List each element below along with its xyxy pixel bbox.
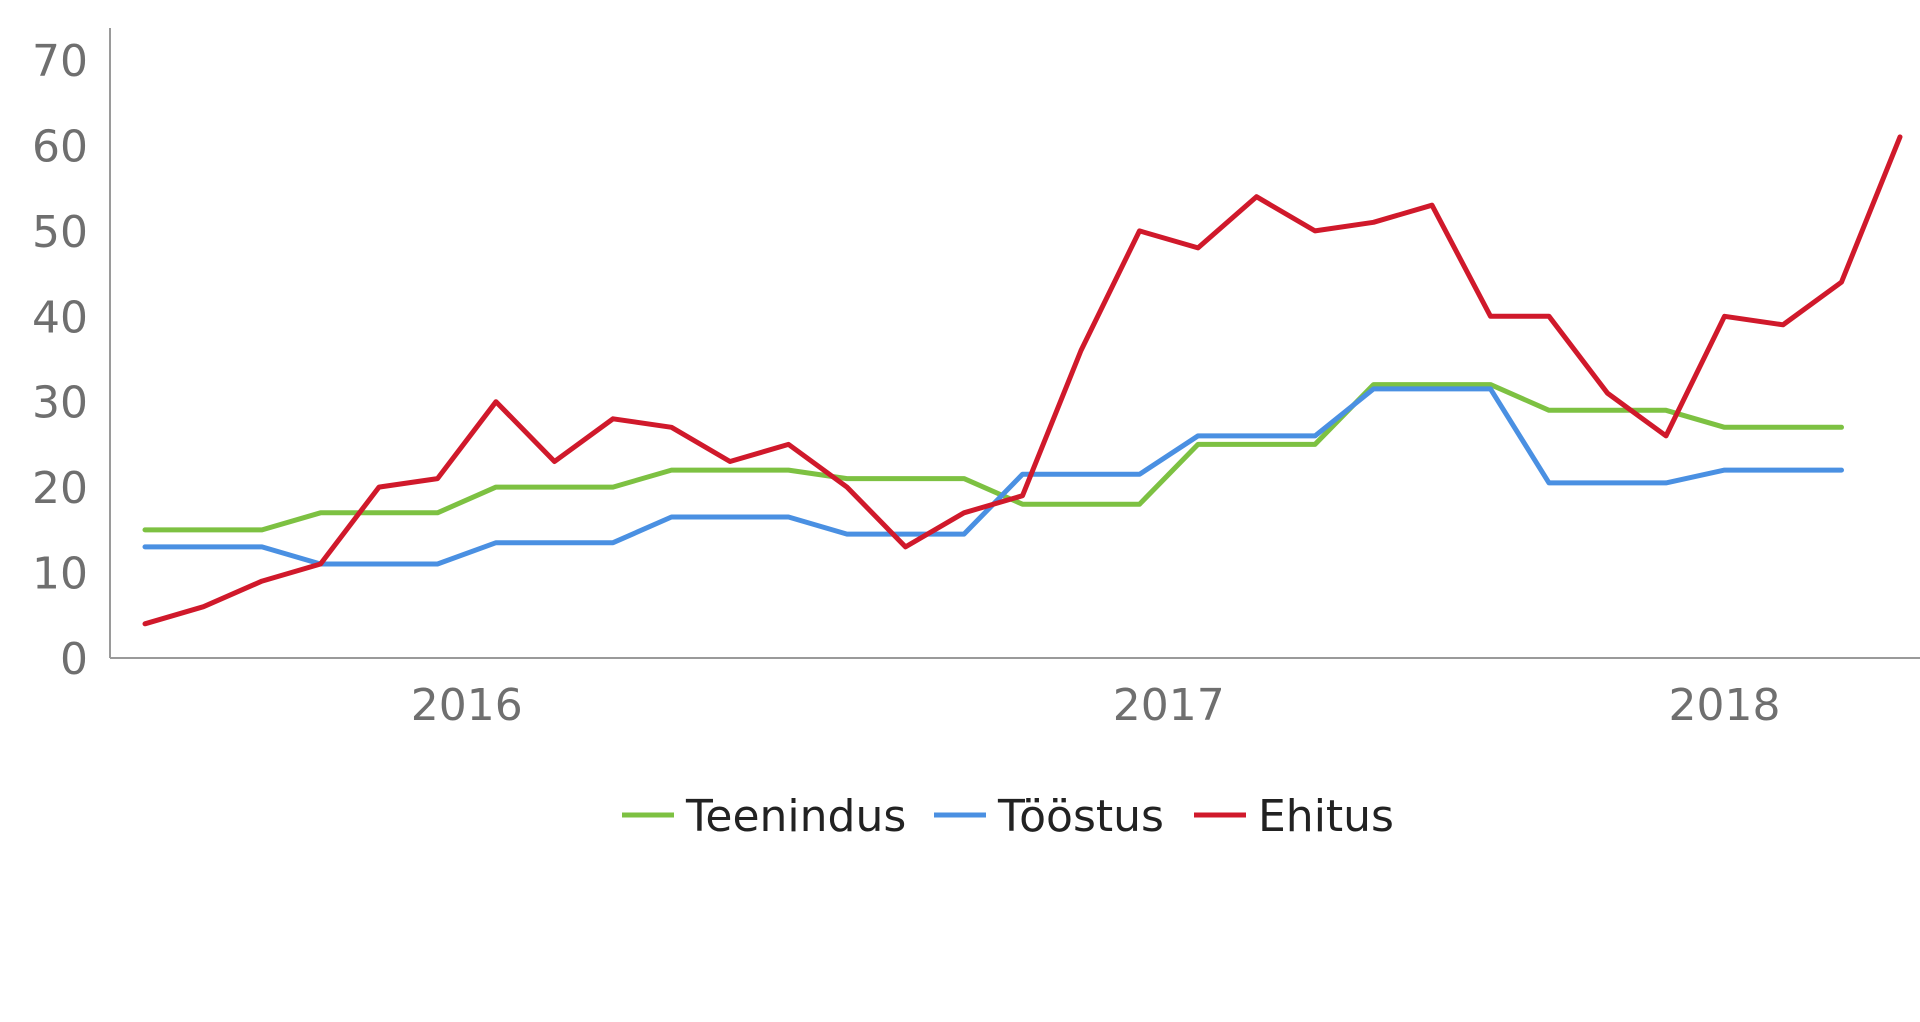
y-tick-label: 0 xyxy=(60,634,88,685)
y-tick-label: 70 xyxy=(32,36,88,87)
legend-label: Ehitus xyxy=(1258,791,1394,842)
legend-label: Tööstus xyxy=(997,791,1164,842)
y-tick-label: 10 xyxy=(32,549,88,600)
legend-item: Ehitus xyxy=(1194,791,1394,842)
y-tick-label: 30 xyxy=(32,378,88,429)
x-tick-label: 2016 xyxy=(411,680,523,731)
series-line-teenindus xyxy=(142,382,1844,533)
series-lines xyxy=(142,134,1903,627)
x-tick-label: 2018 xyxy=(1669,680,1781,731)
legend: Teenindus Tööstus Ehitus xyxy=(622,791,1394,842)
legend-item: Tööstus xyxy=(934,791,1164,842)
series-line-tööstus xyxy=(142,386,1844,567)
legend-item: Teenindus xyxy=(622,791,906,842)
y-tick-label: 40 xyxy=(32,292,88,343)
y-tick-label: 50 xyxy=(32,207,88,258)
series-line-ehitus xyxy=(142,134,1903,627)
y-tick-label: 60 xyxy=(32,121,88,172)
y-tick-label: 20 xyxy=(32,463,88,514)
y-tick-labels: 0 10 20 30 40 50 60 70 xyxy=(32,36,88,685)
x-tick-labels: 2016 2017 2018 xyxy=(411,680,1781,731)
legend-label: Teenindus xyxy=(685,791,906,842)
x-tick-label: 2017 xyxy=(1113,680,1225,731)
